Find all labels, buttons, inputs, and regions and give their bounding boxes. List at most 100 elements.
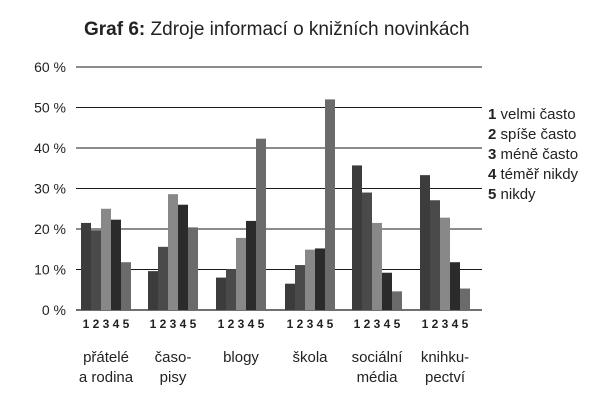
y-tick-label: 20 % — [34, 221, 66, 237]
legend-number: 2 — [488, 126, 496, 143]
bar — [362, 192, 372, 310]
series-number-label: 4 — [113, 317, 120, 331]
category-label: škola — [292, 349, 328, 366]
chart-title-text: Zdroje informací o knižních novinkách — [145, 19, 469, 40]
series-number-label: 1 — [218, 317, 225, 331]
y-tick-label: 0 % — [42, 302, 66, 318]
legend-entry: 3 méně často — [488, 146, 578, 163]
bar — [315, 248, 325, 310]
y-tick-label: 10 % — [34, 262, 66, 278]
bar — [420, 175, 430, 310]
category-label: časo- — [155, 349, 192, 366]
bar — [285, 283, 295, 310]
series-number-label: 1 — [83, 317, 90, 331]
series-number-label: 4 — [180, 317, 187, 331]
series-number-label: 4 — [248, 317, 255, 331]
bar — [372, 222, 382, 310]
series-number-label: 2 — [160, 317, 167, 331]
category-label: pisy — [160, 369, 187, 386]
bars — [81, 99, 470, 311]
y-tick-label: 50 % — [34, 100, 66, 116]
category-labels: přátelé a rodina časo-pisy blogy škola sociál… — [79, 349, 469, 386]
series-number-label: 2 — [297, 317, 304, 331]
bar — [111, 219, 121, 310]
category-label: média — [357, 369, 399, 386]
legend-label: nikdy — [501, 186, 537, 203]
bar — [101, 208, 111, 310]
grid-lines — [76, 66, 482, 311]
bar — [352, 165, 362, 310]
legend-label: spíše často — [501, 126, 577, 143]
series-number-label: 5 — [462, 317, 469, 331]
series-number-label: 2 — [93, 317, 100, 331]
y-tick-labels: 0 % 10 % 20 % 30 % 40 % 50 % 60 % — [34, 59, 66, 318]
legend-label: velmi často — [501, 106, 576, 123]
bar — [256, 138, 266, 310]
category-label: a rodina — [79, 369, 134, 386]
series-number-label: 5 — [190, 317, 197, 331]
legend-entry: 4 téměř nikdy — [488, 166, 579, 183]
legend-entry: 5 nikdy — [488, 186, 536, 203]
series-number-label: 4 — [317, 317, 324, 331]
category-label: knihku- — [421, 349, 469, 366]
bar — [148, 271, 158, 310]
series-number-label: 5 — [394, 317, 401, 331]
bar — [91, 230, 101, 310]
y-tick-label: 30 % — [34, 181, 66, 197]
bar — [460, 288, 470, 310]
y-tick-label: 40 % — [34, 140, 66, 156]
series-number-label: 3 — [103, 317, 110, 331]
bar — [450, 262, 460, 310]
series-number-label: 3 — [170, 317, 177, 331]
series-number-label: 3 — [442, 317, 449, 331]
series-number-label: 4 — [452, 317, 459, 331]
bar — [430, 200, 440, 310]
category-label: pectví — [425, 369, 466, 386]
legend: 1 velmi často 2 spíše často 3 méně často 4 … — [488, 106, 579, 203]
series-number-label: 2 — [364, 317, 371, 331]
series-number-label: 1 — [150, 317, 157, 331]
series-number-label: 2 — [432, 317, 439, 331]
legend-number: 4 — [488, 166, 497, 183]
legend-entry: 2 spíše často — [488, 126, 576, 143]
bar — [216, 277, 226, 310]
bar — [81, 222, 91, 310]
bar — [158, 246, 168, 310]
legend-label: téměř nikdy — [501, 166, 579, 183]
bar — [121, 262, 131, 310]
bar — [226, 269, 236, 310]
series-number-label: 2 — [228, 317, 235, 331]
legend-number: 3 — [488, 146, 496, 163]
series-number-label: 3 — [374, 317, 381, 331]
series-number-label: 1 — [354, 317, 361, 331]
category-label: přátelé — [83, 349, 129, 366]
series-number-label: 5 — [258, 317, 265, 331]
category-label: sociální — [352, 349, 404, 366]
legend-number: 5 — [488, 186, 496, 203]
bar — [178, 204, 188, 310]
series-number-label: 1 — [287, 317, 294, 331]
series-number-label: 3 — [307, 317, 314, 331]
series-number-label: 1 — [422, 317, 429, 331]
legend-label: méně často — [501, 146, 579, 163]
series-number-label: 5 — [123, 317, 130, 331]
series-number-label: 3 — [238, 317, 245, 331]
bar — [305, 249, 315, 310]
category-label: blogy — [223, 349, 259, 366]
y-tick-label: 60 % — [34, 59, 66, 75]
chart-title-prefix: Graf 6: — [84, 19, 145, 40]
bar — [236, 237, 246, 310]
bar — [325, 99, 335, 311]
bar — [168, 194, 178, 310]
series-number-label: 5 — [327, 317, 334, 331]
bar — [440, 217, 450, 310]
bar — [188, 227, 198, 310]
bar — [382, 272, 392, 310]
bar — [295, 265, 305, 310]
bar — [246, 220, 256, 310]
series-number-label: 4 — [384, 317, 391, 331]
bar — [392, 291, 402, 310]
